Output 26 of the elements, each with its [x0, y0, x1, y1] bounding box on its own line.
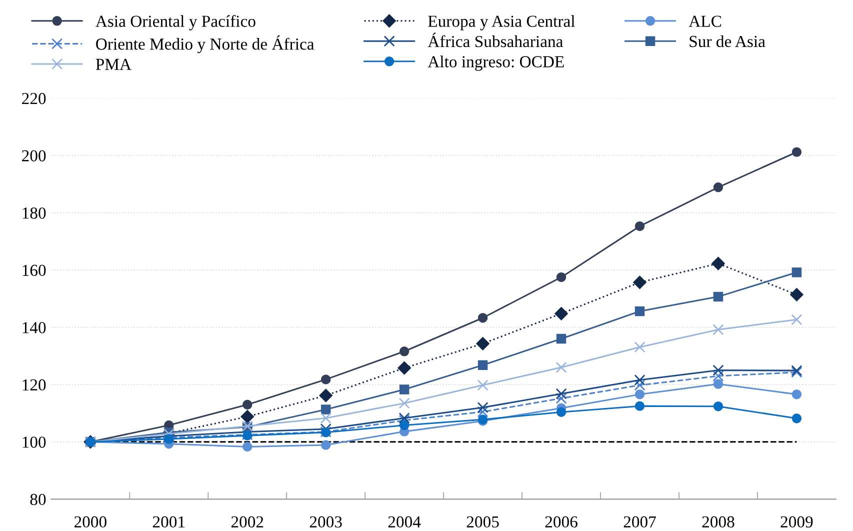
y-tick-label: 160 [22, 264, 46, 276]
legend-label: Oriente Medio y Norte de África [96, 35, 314, 54]
y-tick-label: 80 [30, 494, 46, 506]
x-tick-label: 2006 [545, 516, 578, 528]
x-tick-label: 2001 [152, 516, 185, 528]
y-tick-label: 140 [22, 322, 46, 334]
legend-label: Europa y Asia Central [428, 15, 575, 30]
x-tick-label: 2004 [388, 516, 421, 528]
legend-label: PMA [96, 58, 132, 70]
y-tick-label: 180 [22, 207, 46, 219]
legend-label: Alto ingreso: OCDE [428, 56, 564, 71]
y-tick-label: 200 [22, 150, 46, 162]
x-tick-label: 2000 [74, 516, 106, 528]
x-tick-label: 2005 [466, 516, 499, 528]
legend-label: Asia Oriental y Pacífico [96, 15, 256, 30]
y-tick-label: 120 [22, 379, 46, 391]
x-tick-label: 2003 [310, 516, 342, 528]
x-tick-label: 2007 [624, 516, 656, 528]
x-tick-label: 2008 [702, 516, 734, 528]
x-tick-label: 2009 [780, 516, 813, 528]
y-tick-label: 220 [22, 92, 46, 104]
legend-label: Sur de Asia [690, 35, 766, 48]
x-tick-label: 2002 [231, 516, 264, 528]
legend-label: África Subsahariana [428, 32, 563, 48]
legend-label: ALC [688, 16, 722, 27]
y-tick-label: 100 [22, 436, 46, 448]
